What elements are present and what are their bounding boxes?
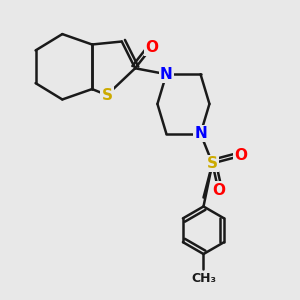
Text: N: N [194, 126, 207, 141]
Text: CH₃: CH₃ [191, 272, 216, 286]
Text: O: O [212, 183, 225, 198]
Text: S: S [207, 156, 218, 171]
Text: S: S [101, 88, 112, 103]
Text: O: O [145, 40, 158, 55]
Text: O: O [234, 148, 247, 164]
Text: N: N [160, 67, 173, 82]
